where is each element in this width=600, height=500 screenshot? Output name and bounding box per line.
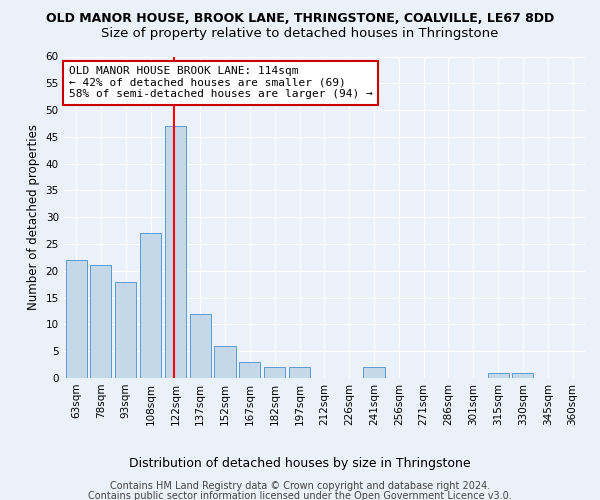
Bar — [91, 266, 112, 378]
Bar — [214, 346, 236, 378]
Bar — [488, 372, 509, 378]
Bar — [140, 234, 161, 378]
Bar — [264, 368, 285, 378]
Bar — [190, 314, 211, 378]
Text: OLD MANOR HOUSE BROOK LANE: 114sqm
← 42% of detached houses are smaller (69)
58%: OLD MANOR HOUSE BROOK LANE: 114sqm ← 42%… — [69, 66, 373, 100]
Bar — [239, 362, 260, 378]
Text: Contains public sector information licensed under the Open Government Licence v3: Contains public sector information licen… — [88, 491, 512, 500]
Bar — [65, 260, 86, 378]
Text: Distribution of detached houses by size in Thringstone: Distribution of detached houses by size … — [129, 458, 471, 470]
Text: Contains HM Land Registry data © Crown copyright and database right 2024.: Contains HM Land Registry data © Crown c… — [110, 481, 490, 491]
Text: OLD MANOR HOUSE, BROOK LANE, THRINGSTONE, COALVILLE, LE67 8DD: OLD MANOR HOUSE, BROOK LANE, THRINGSTONE… — [46, 12, 554, 26]
Text: Size of property relative to detached houses in Thringstone: Size of property relative to detached ho… — [101, 28, 499, 40]
Bar — [165, 126, 186, 378]
Y-axis label: Number of detached properties: Number of detached properties — [27, 124, 40, 310]
Bar — [289, 368, 310, 378]
Bar — [512, 372, 533, 378]
Bar — [364, 368, 385, 378]
Bar — [115, 282, 136, 378]
